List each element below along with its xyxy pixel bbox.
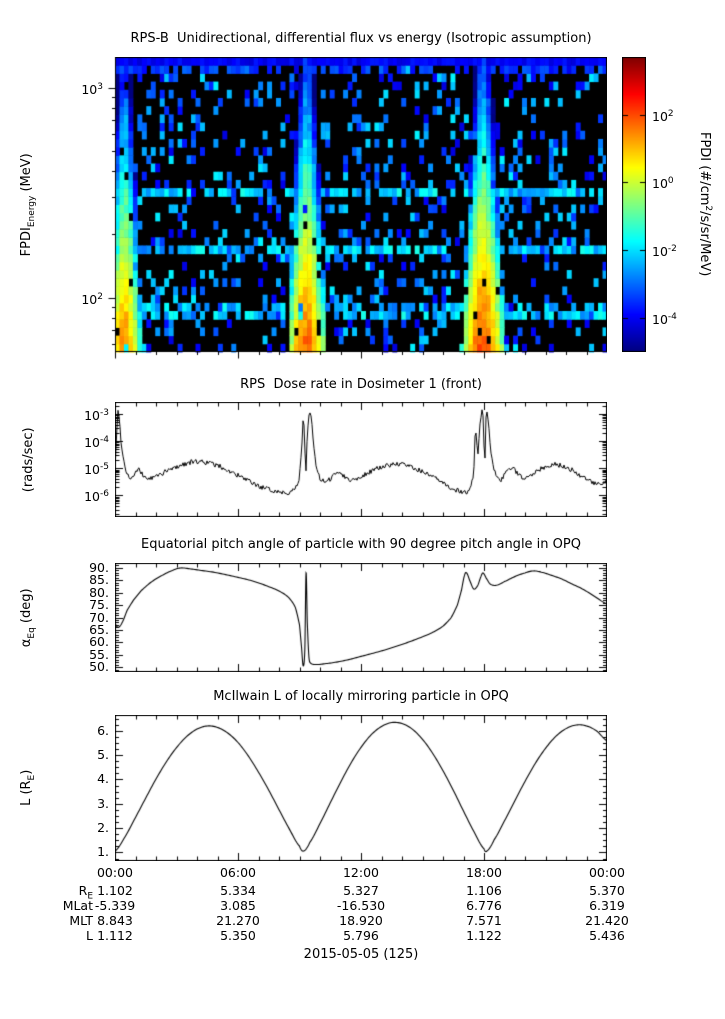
table-value: 5.370 bbox=[589, 883, 625, 898]
spectrogram-y-tick-label: 102 bbox=[81, 292, 103, 308]
dose-y-tick-label: 10-6 bbox=[84, 489, 109, 505]
lshell-plot bbox=[115, 715, 607, 861]
table-value: -5.339 bbox=[94, 898, 136, 913]
spectrogram-plot bbox=[107, 57, 607, 360]
pitch-y-tick-label: 70. bbox=[89, 610, 109, 625]
x-axis-tick-label: 06:00 bbox=[219, 865, 257, 880]
colorbar-label: FPDI (#/cm2/s/sr/MeV) bbox=[696, 131, 714, 277]
table-row-label-re: RE bbox=[78, 883, 93, 902]
table-value: 5.436 bbox=[589, 928, 625, 943]
pitch-plot bbox=[115, 563, 607, 672]
colorbar-tick-label: 102 bbox=[652, 109, 674, 125]
pitch-title: Equatorial pitch angle of particle with … bbox=[141, 537, 581, 552]
x-axis-tick-label: 00:00 bbox=[96, 865, 134, 880]
spectrogram-title: RPS-B Unidirectional, differential flux … bbox=[130, 31, 592, 46]
table-value: 6.776 bbox=[466, 898, 502, 913]
lshell-y-tick-label: 1. bbox=[97, 844, 109, 859]
lshell-title: McIlwain L of locally mirroring particle… bbox=[213, 689, 509, 704]
lshell-y-tick-label: 5. bbox=[97, 747, 109, 762]
table-value: 8.843 bbox=[97, 913, 133, 928]
table-row-label-mlt: MLT bbox=[69, 913, 93, 928]
lshell-y-tick-label: 4. bbox=[97, 771, 109, 786]
dose-plot bbox=[115, 402, 607, 517]
dose-y-tick-label: 10-5 bbox=[84, 462, 109, 478]
table-row-label-l: L bbox=[86, 928, 93, 943]
table-value: 1.106 bbox=[466, 883, 502, 898]
date-label: 2015-05-05 (125) bbox=[303, 947, 419, 962]
pitch-y-tick-label: 80. bbox=[89, 585, 109, 600]
x-axis-tick-label: 18:00 bbox=[465, 865, 503, 880]
pitch-y-tick-label: 50. bbox=[89, 659, 109, 674]
pitch-y-tick-label: 60. bbox=[89, 634, 109, 649]
dose-y-tick-label: 10-4 bbox=[84, 435, 109, 451]
table-value: 5.350 bbox=[220, 928, 256, 943]
table-value: 18.920 bbox=[339, 913, 383, 928]
pitch-y-tick-label: 55. bbox=[89, 647, 109, 662]
table-value: 21.420 bbox=[585, 913, 629, 928]
colorbar bbox=[622, 57, 646, 352]
table-value: 6.319 bbox=[589, 898, 625, 913]
table-value: 5.327 bbox=[343, 883, 379, 898]
table-row-label-mlat: MLat bbox=[62, 898, 93, 913]
table-value: 5.796 bbox=[343, 928, 379, 943]
table-value: 3.085 bbox=[220, 898, 256, 913]
colorbar-tick-label: 10-2 bbox=[652, 244, 677, 260]
table-value: 1.102 bbox=[97, 883, 133, 898]
table-value: 5.334 bbox=[220, 883, 256, 898]
pitch-y-tick-label: 90. bbox=[89, 560, 109, 575]
table-value: 1.112 bbox=[97, 928, 133, 943]
x-axis-tick-label: 00:00 bbox=[588, 865, 626, 880]
dose-y-tick-label: 10-3 bbox=[84, 408, 109, 424]
x-axis-tick-label: 12:00 bbox=[342, 865, 380, 880]
spectrogram-y-tick-label: 103 bbox=[81, 82, 103, 98]
pitch-y-tick-label: 75. bbox=[89, 597, 109, 612]
lshell-y-axis-label: L (RE) bbox=[19, 769, 37, 806]
lshell-y-tick-label: 6. bbox=[97, 723, 109, 738]
table-value: 1.122 bbox=[466, 928, 502, 943]
lshell-y-tick-label: 3. bbox=[97, 796, 109, 811]
pitch-y-tick-label: 65. bbox=[89, 622, 109, 637]
colorbar-tick-label: 10-4 bbox=[652, 312, 677, 328]
dose-title: RPS Dose rate in Dosimeter 1 (front) bbox=[240, 377, 482, 392]
table-value: 7.571 bbox=[466, 913, 502, 928]
table-value: -16.530 bbox=[336, 898, 386, 913]
pitch-y-tick-label: 85. bbox=[89, 572, 109, 587]
lshell-y-tick-label: 2. bbox=[97, 820, 109, 835]
spectrogram-y-axis-label: FPDIEnergy (MeV) bbox=[19, 153, 37, 257]
table-value: 21.270 bbox=[216, 913, 260, 928]
colorbar-tick-label: 100 bbox=[652, 176, 674, 192]
